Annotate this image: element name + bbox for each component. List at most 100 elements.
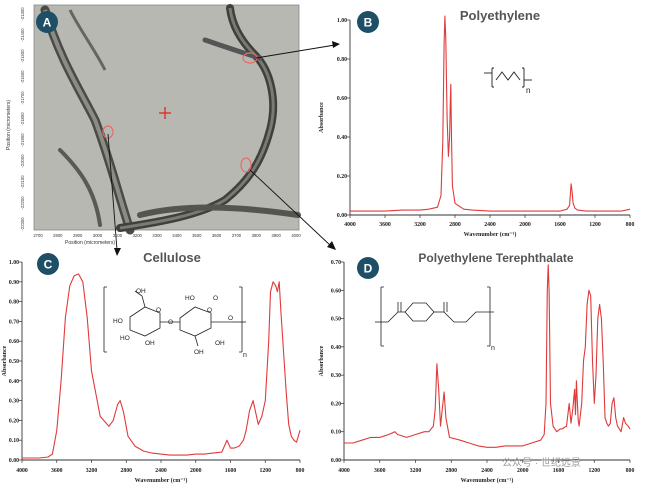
y-axis-label: Absorbance <box>319 345 325 376</box>
y-tick-label: 0.10 <box>9 438 19 444</box>
micrograph-x-tick: 3500 <box>192 233 202 238</box>
y-tick-label: 1.00 <box>9 260 19 266</box>
arrow-to-c <box>107 133 118 251</box>
y-tick-label: 0.00 <box>331 458 341 464</box>
x-tick-label: 2800 <box>120 468 132 474</box>
x-tick-label: 3600 <box>379 222 391 228</box>
x-axis-label: Wavenumber (cm⁻¹) <box>461 477 514 484</box>
x-tick-label: 4000 <box>338 468 350 474</box>
micrograph-y-tick: -22200 <box>20 196 25 210</box>
x-tick-label: 3200 <box>410 468 422 474</box>
x-tick-label: 1600 <box>553 468 565 474</box>
micrograph-x-tick: 3200 <box>133 233 143 238</box>
fiber-branch-3 <box>68 9 107 71</box>
x-tick-label: 2800 <box>445 468 457 474</box>
cellulose-label-7: HO <box>185 295 195 302</box>
y-tick-label: 0.40 <box>337 135 347 141</box>
chart-cellulose: 0.00 0.10 0.20 0.30 0.40 0.50 0.60 0.70 0.80 0.90… <box>2 250 304 484</box>
x-tick-label: 3200 <box>414 222 426 228</box>
fiber-pet-core <box>119 7 275 230</box>
micrograph-x-tick: 3300 <box>152 233 162 238</box>
spectrum-line <box>22 273 301 459</box>
spectrum-line <box>350 15 631 212</box>
micrograph-x-label: Position (micrometers) <box>65 240 115 246</box>
fiber-polyethylene <box>202 37 263 61</box>
micrograph-y-tick: -21700 <box>20 91 25 105</box>
y-tick-label: 0.70 <box>331 260 341 266</box>
cellulose-label-6: O <box>207 307 212 314</box>
y-tick-label: 0.70 <box>9 319 19 325</box>
cellulose-label-8: OH <box>215 340 225 347</box>
badge-a: A <box>36 11 58 33</box>
cellulose-label-2: HO <box>120 335 130 342</box>
cellulose-label-5: OH <box>145 340 155 347</box>
structure-cellulose: OH HO HO O O OH O HO OH O OH O n <box>103 286 247 359</box>
micrograph-x-tick: 3000 <box>93 233 103 238</box>
y-tick-label: 0.30 <box>9 399 19 405</box>
arrow-to-d <box>249 169 332 247</box>
badge-d-text: D <box>364 262 373 276</box>
arrowhead-c <box>114 248 121 256</box>
micrograph-y-tick: -22300 <box>20 217 25 231</box>
crosshair-icon <box>159 107 171 119</box>
badge-c-text: C <box>44 258 53 272</box>
pointer-arrows <box>107 41 340 256</box>
cellulose-repeat-n: n <box>243 352 247 359</box>
x-tick-label: 800 <box>626 468 635 474</box>
structure-pet <box>375 286 494 347</box>
x-tick-label: 2400 <box>484 222 496 228</box>
micrograph-x-tick: 3800 <box>252 233 262 238</box>
micrograph-x-tick: 2700 <box>33 233 43 238</box>
x-tick-label: 2000 <box>190 468 202 474</box>
badge-b: B <box>357 11 379 33</box>
cellulose-label-0: OH <box>136 288 146 295</box>
polyethylene-repeat-n: n <box>526 86 530 95</box>
x-tick-label: 800 <box>296 468 305 474</box>
micrograph-x-tick: 3100 <box>113 233 123 238</box>
chart-polyethylene: 0.00 0.20 0.40 0.60 0.80 1.00 4000 3600 3200 2800… <box>319 8 634 238</box>
cellulose-label-3: O <box>156 307 161 314</box>
x-tick-label: 1600 <box>554 222 566 228</box>
micrograph-y-tick: -22000 <box>20 154 25 168</box>
chart-title: Polyethylene <box>460 8 540 23</box>
x-axis-label: Wavenumber (cm⁻¹) <box>135 477 188 484</box>
cellulose-label-9: O <box>228 315 233 322</box>
y-tick-label: 0.60 <box>331 288 341 294</box>
fiber-cellulose-core <box>43 9 132 231</box>
micrograph-image <box>34 5 299 230</box>
x-tick-label: 1200 <box>259 468 271 474</box>
micrograph-x-tick: 3900 <box>271 233 281 238</box>
y-tick-label: 0.80 <box>9 300 19 306</box>
micrograph-x-tick: 3600 <box>212 233 222 238</box>
y-tick-label: 0.20 <box>9 418 19 424</box>
chart-title: Cellulose <box>143 250 201 265</box>
x-tick-label: 3200 <box>86 468 98 474</box>
watermark-text: 公众号 · 世纪远景 <box>502 457 581 469</box>
badge-a-text: A <box>43 16 52 30</box>
y-tick-label: 0.20 <box>337 174 347 180</box>
x-tick-label: 2800 <box>449 222 461 228</box>
x-axis-label: Wavenumber (cm⁻¹) <box>464 231 517 238</box>
y-tick-label: 0.00 <box>337 213 347 219</box>
micrograph-x-tick: 2800 <box>53 233 63 238</box>
cellulose-label-10: OH <box>194 349 204 356</box>
arrowhead-d <box>327 241 336 250</box>
micrograph-x-tick: 2900 <box>73 233 83 238</box>
fiber-branch-1 <box>58 148 102 227</box>
badge-d: D <box>357 257 379 279</box>
cellulose-label-4: O <box>168 319 173 326</box>
spectrum-line <box>344 264 631 448</box>
cellulose-label-1: HO <box>113 318 123 325</box>
badge-b-text: B <box>364 16 373 30</box>
micrograph-y-ticks: -21300 -21400 -21500 -21600 -21700 -21800 -219… <box>20 7 25 231</box>
x-tick-label: 2000 <box>517 468 529 474</box>
y-tick-label: 0.30 <box>331 373 341 379</box>
micrograph-y-tick: -21800 <box>20 112 25 126</box>
pet-repeat-n: n <box>491 345 495 352</box>
y-axis-label: Absorbance <box>319 102 325 133</box>
x-tick-label: 2400 <box>481 468 493 474</box>
badge-c: C <box>37 253 59 275</box>
x-tick-label: 2000 <box>519 222 531 228</box>
micrograph-y-tick: -22100 <box>20 175 25 189</box>
y-tick-label: 0.10 <box>331 430 341 436</box>
